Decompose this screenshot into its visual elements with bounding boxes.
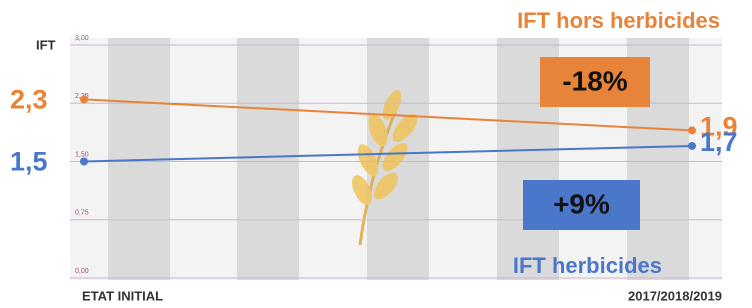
value-label: 2,3 — [10, 84, 48, 114]
series-name: IFT herbicides — [513, 253, 662, 278]
y-axis-label: IFT — [36, 37, 56, 52]
value-label: 1,7 — [700, 127, 738, 157]
annotation: -18% — [562, 65, 627, 96]
y-tick-label: 0,00 — [75, 268, 89, 275]
x-tick-label: ETAT INITIAL — [82, 288, 163, 303]
chart: IFT 0,000,751,502,253,00ETAT INITIAL2017… — [0, 0, 752, 308]
point — [80, 158, 88, 166]
y-tick-label: 1,50 — [75, 151, 89, 158]
x-tick-label: 2017/2018/2019 — [628, 288, 722, 303]
series-name: IFT hors herbicides — [517, 8, 720, 33]
y-tick-label: 3,00 — [75, 35, 89, 42]
value-label: 1,5 — [10, 147, 48, 177]
point — [688, 126, 696, 134]
annotation: +9% — [553, 188, 610, 219]
point — [688, 142, 696, 150]
point — [80, 95, 88, 103]
y-tick-label: 0,75 — [75, 210, 89, 217]
